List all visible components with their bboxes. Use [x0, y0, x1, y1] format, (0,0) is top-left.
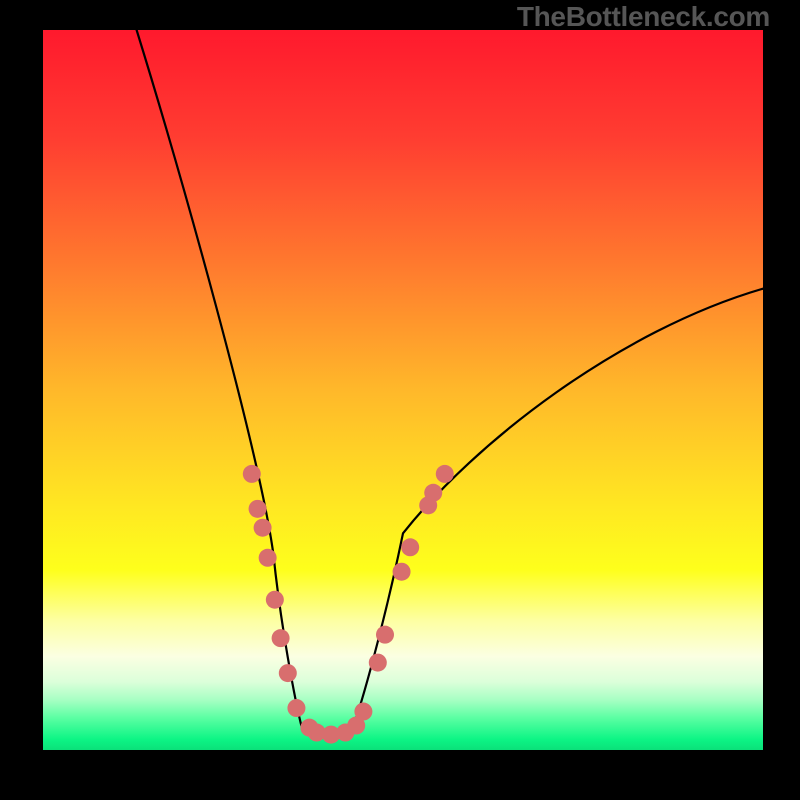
data-marker — [243, 465, 261, 483]
watermark-text: TheBottleneck.com — [517, 1, 770, 33]
plot-background — [43, 30, 763, 750]
data-marker — [369, 654, 387, 672]
data-marker — [401, 538, 419, 556]
data-marker — [287, 699, 305, 717]
image-canvas: TheBottleneck.com — [0, 0, 800, 800]
data-marker — [279, 664, 297, 682]
data-marker — [259, 549, 277, 567]
data-marker — [249, 500, 267, 518]
data-marker — [266, 591, 284, 609]
data-marker — [254, 519, 272, 537]
data-marker — [393, 563, 411, 581]
bottleneck-chart — [0, 0, 800, 800]
data-marker — [272, 629, 290, 647]
data-marker — [424, 484, 442, 502]
data-marker — [376, 626, 394, 644]
data-marker — [354, 703, 372, 721]
data-marker — [436, 465, 454, 483]
